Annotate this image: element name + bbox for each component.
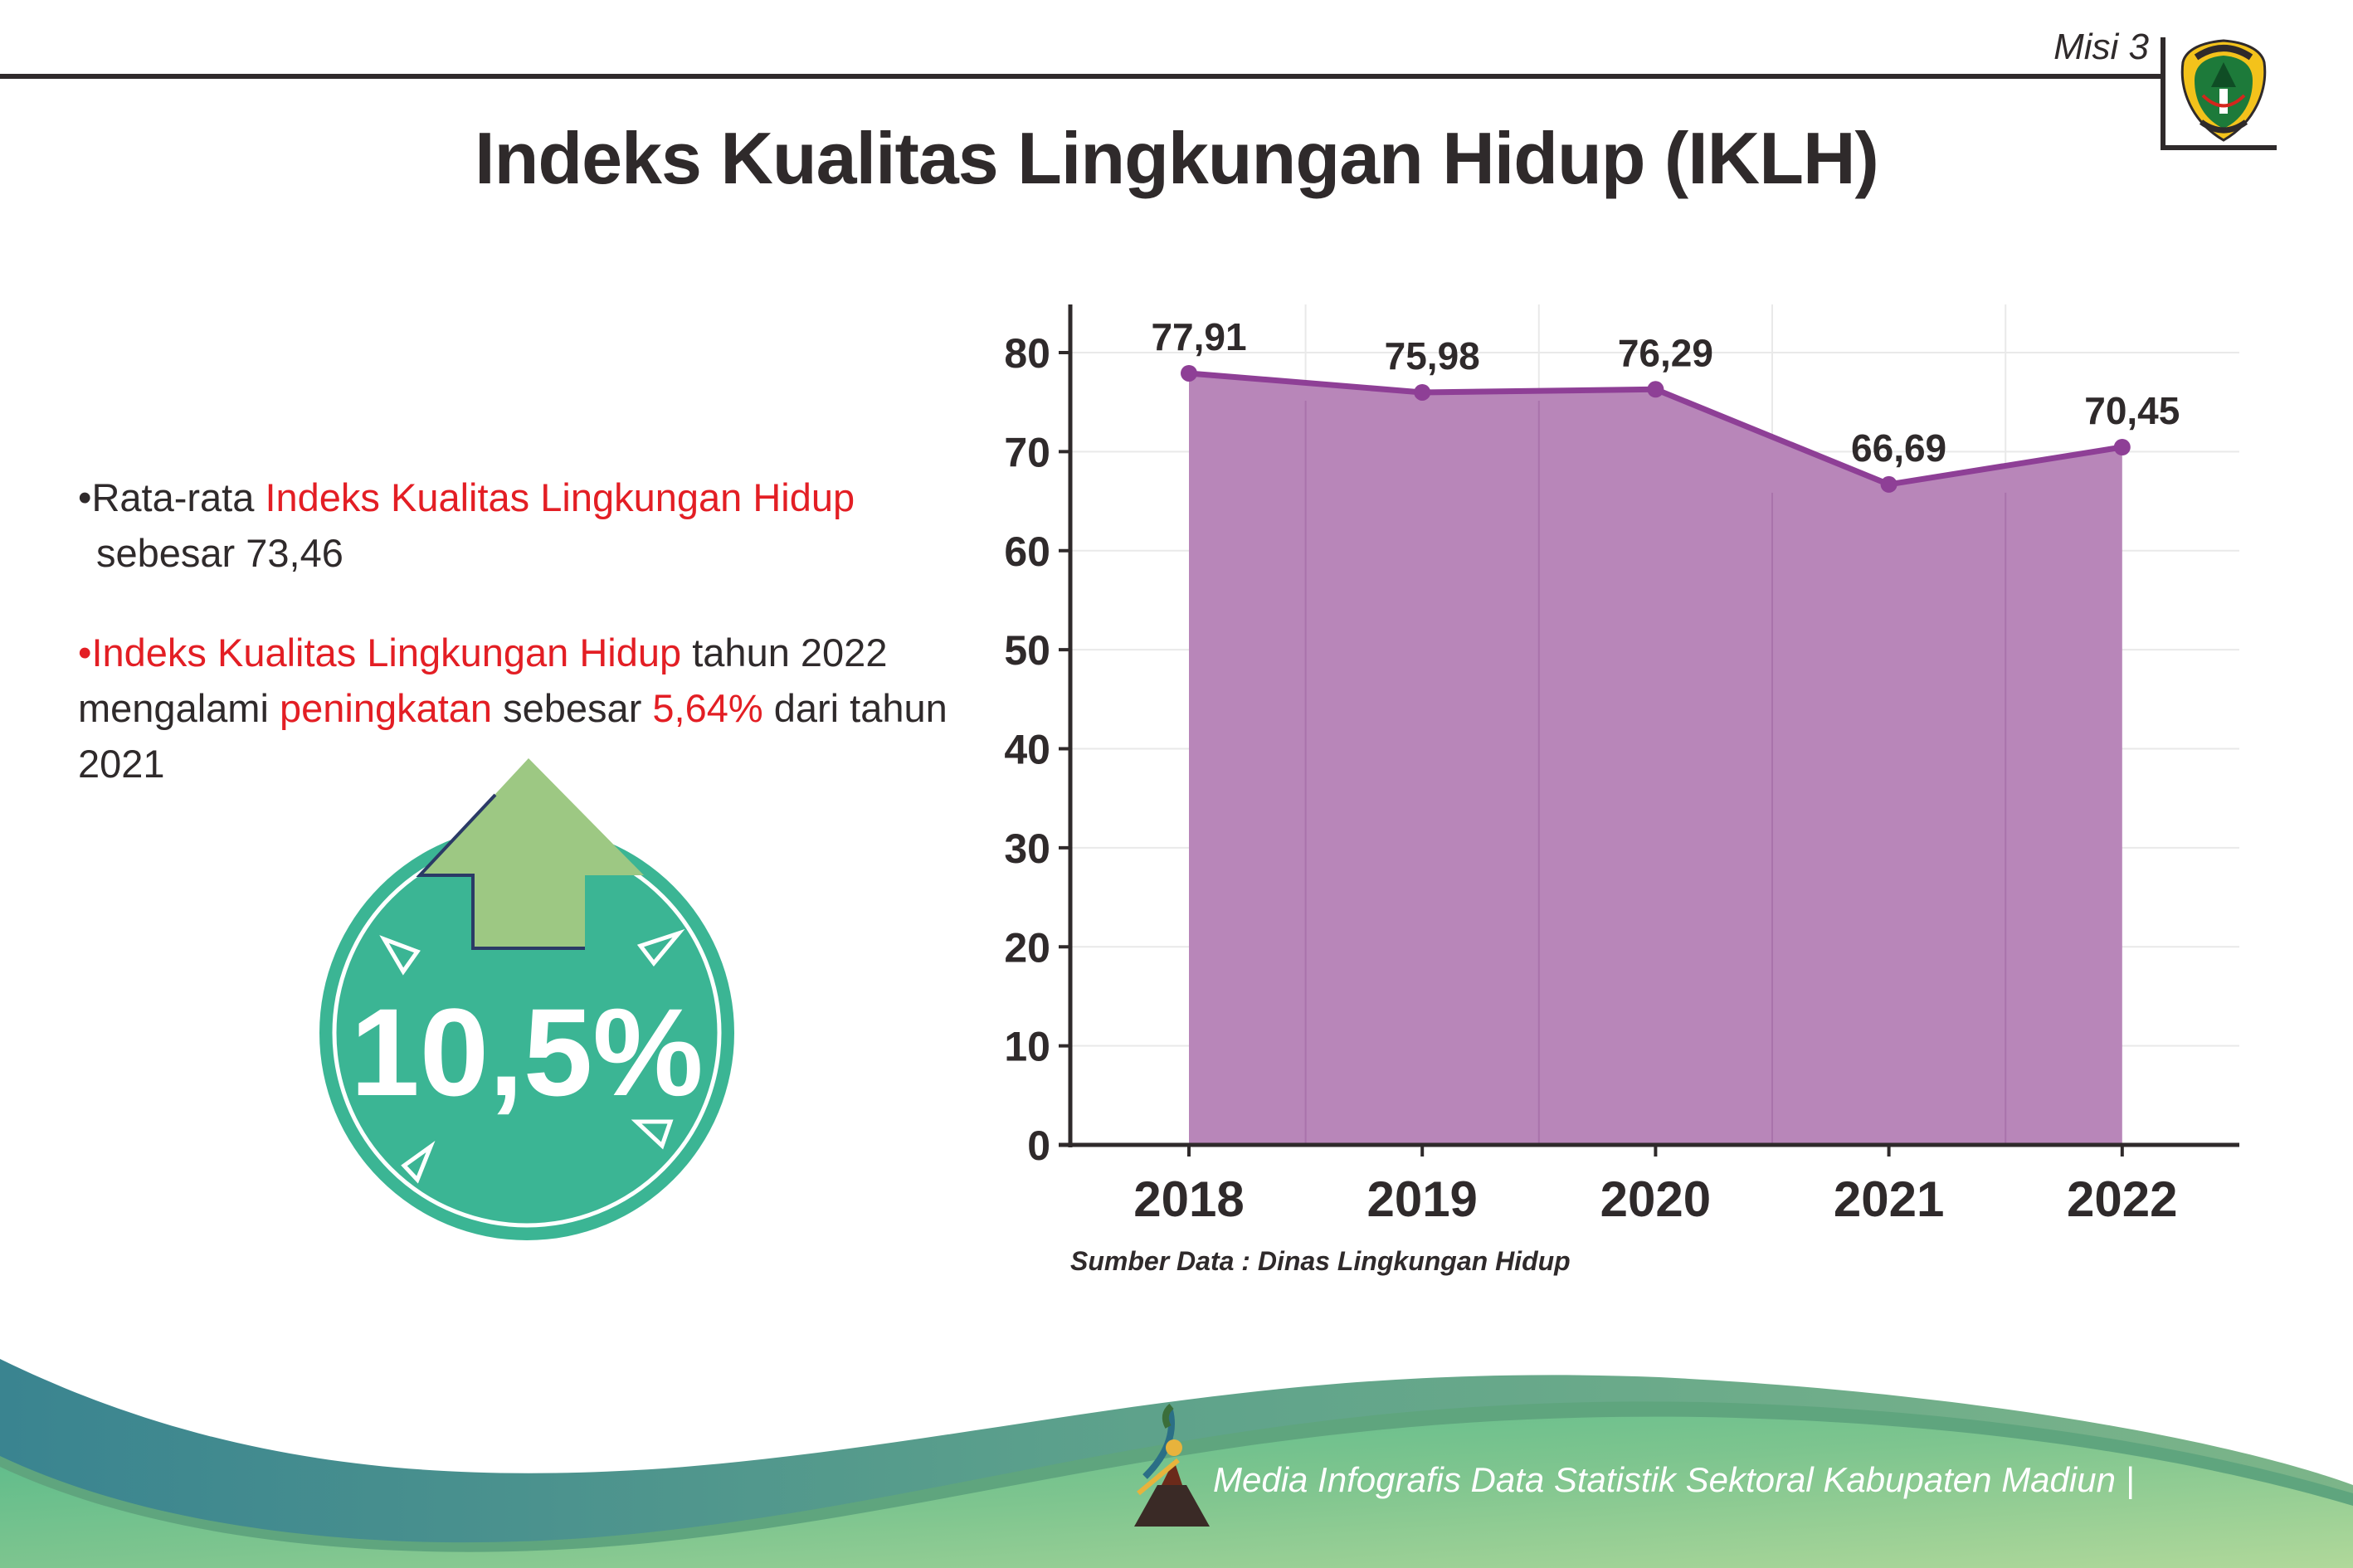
footer-wave bbox=[0, 1359, 2353, 1568]
bullet2-text3: dari tahun 2021 bbox=[78, 686, 948, 786]
data-label: 66,69 bbox=[1851, 426, 1946, 470]
area-fill bbox=[1189, 373, 2122, 1146]
header-divider bbox=[0, 74, 2163, 79]
header-bracket-horizontal bbox=[2161, 145, 2277, 150]
x-tick-label: 2022 bbox=[2067, 1171, 2177, 1227]
page-title: Indeks Kualitas Lingkungan Hidup (IKLH) bbox=[475, 117, 1879, 199]
data-point bbox=[1880, 475, 1898, 493]
arrow-up-icon bbox=[416, 758, 644, 950]
bullet2-text2: sebesar bbox=[492, 686, 653, 730]
series-line bbox=[1188, 370, 2123, 488]
y-tick-label: 20 bbox=[1004, 924, 1050, 971]
summary-bullet-average: •Rata-rata Indeks Kualitas Lingkungan Hi… bbox=[78, 470, 855, 581]
data-label: 76,29 bbox=[1618, 331, 1713, 374]
bullet2-highlight3: 5,64% bbox=[652, 686, 763, 730]
summary-bullet-increase: •Indeks Kualitas Lingkungan Hidup tahun … bbox=[78, 625, 949, 791]
y-tick-label: 70 bbox=[1004, 429, 1050, 475]
data-point bbox=[1647, 381, 1664, 398]
y-tick-label: 60 bbox=[1004, 528, 1050, 575]
header-bracket-vertical bbox=[2161, 37, 2165, 150]
y-tick-label: 0 bbox=[1027, 1122, 1050, 1169]
data-source: Sumber Data : Dinas Lingkungan Hidup bbox=[1070, 1246, 1571, 1276]
x-tick-label: 2021 bbox=[1834, 1171, 1944, 1227]
bullet2-highlight2: peningkatan bbox=[279, 686, 493, 730]
y-tick-label: 80 bbox=[1004, 330, 1050, 377]
bullet2-text1: tahun 2022 mengalami bbox=[78, 631, 888, 730]
x-tick-label: 2019 bbox=[1366, 1171, 1477, 1227]
data-label: 70,45 bbox=[2084, 389, 2180, 432]
kabupaten-madiun-logo bbox=[2180, 39, 2267, 142]
x-tick-label: 2020 bbox=[1600, 1171, 1711, 1227]
y-tick-label: 10 bbox=[1004, 1024, 1050, 1070]
increase-badge: 10,5% bbox=[319, 758, 734, 1240]
y-tick-label: 50 bbox=[1004, 627, 1050, 674]
bullet1-highlight: Indeks Kualitas Lingkungan Hidup bbox=[265, 475, 855, 519]
badge-value: 10,5% bbox=[350, 982, 703, 1122]
badge-circle bbox=[319, 825, 734, 1240]
data-point bbox=[1181, 364, 1197, 382]
decorative-triangle-icons bbox=[379, 928, 685, 1184]
data-label: 77,91 bbox=[1151, 315, 1246, 358]
x-tick-label: 2018 bbox=[1133, 1171, 1244, 1227]
y-tick-label: 40 bbox=[1004, 727, 1050, 773]
mission-label: Misi 3 bbox=[2053, 27, 2149, 67]
bullet1-prefix: •Rata-rata bbox=[78, 475, 266, 519]
data-label: 75,98 bbox=[1385, 334, 1480, 377]
y-tick-label: 30 bbox=[1004, 825, 1050, 872]
footer-text: Media Infografis Data Statistik Sektoral… bbox=[1213, 1460, 2135, 1499]
bullet2-highlight1: •Indeks Kualitas Lingkungan Hidup bbox=[78, 631, 682, 674]
data-point bbox=[2113, 439, 2131, 456]
media-infografis-logo bbox=[1134, 1403, 1210, 1527]
data-point bbox=[1414, 383, 1431, 401]
bullet1-suffix: sebesar 73,46 bbox=[96, 531, 343, 575]
